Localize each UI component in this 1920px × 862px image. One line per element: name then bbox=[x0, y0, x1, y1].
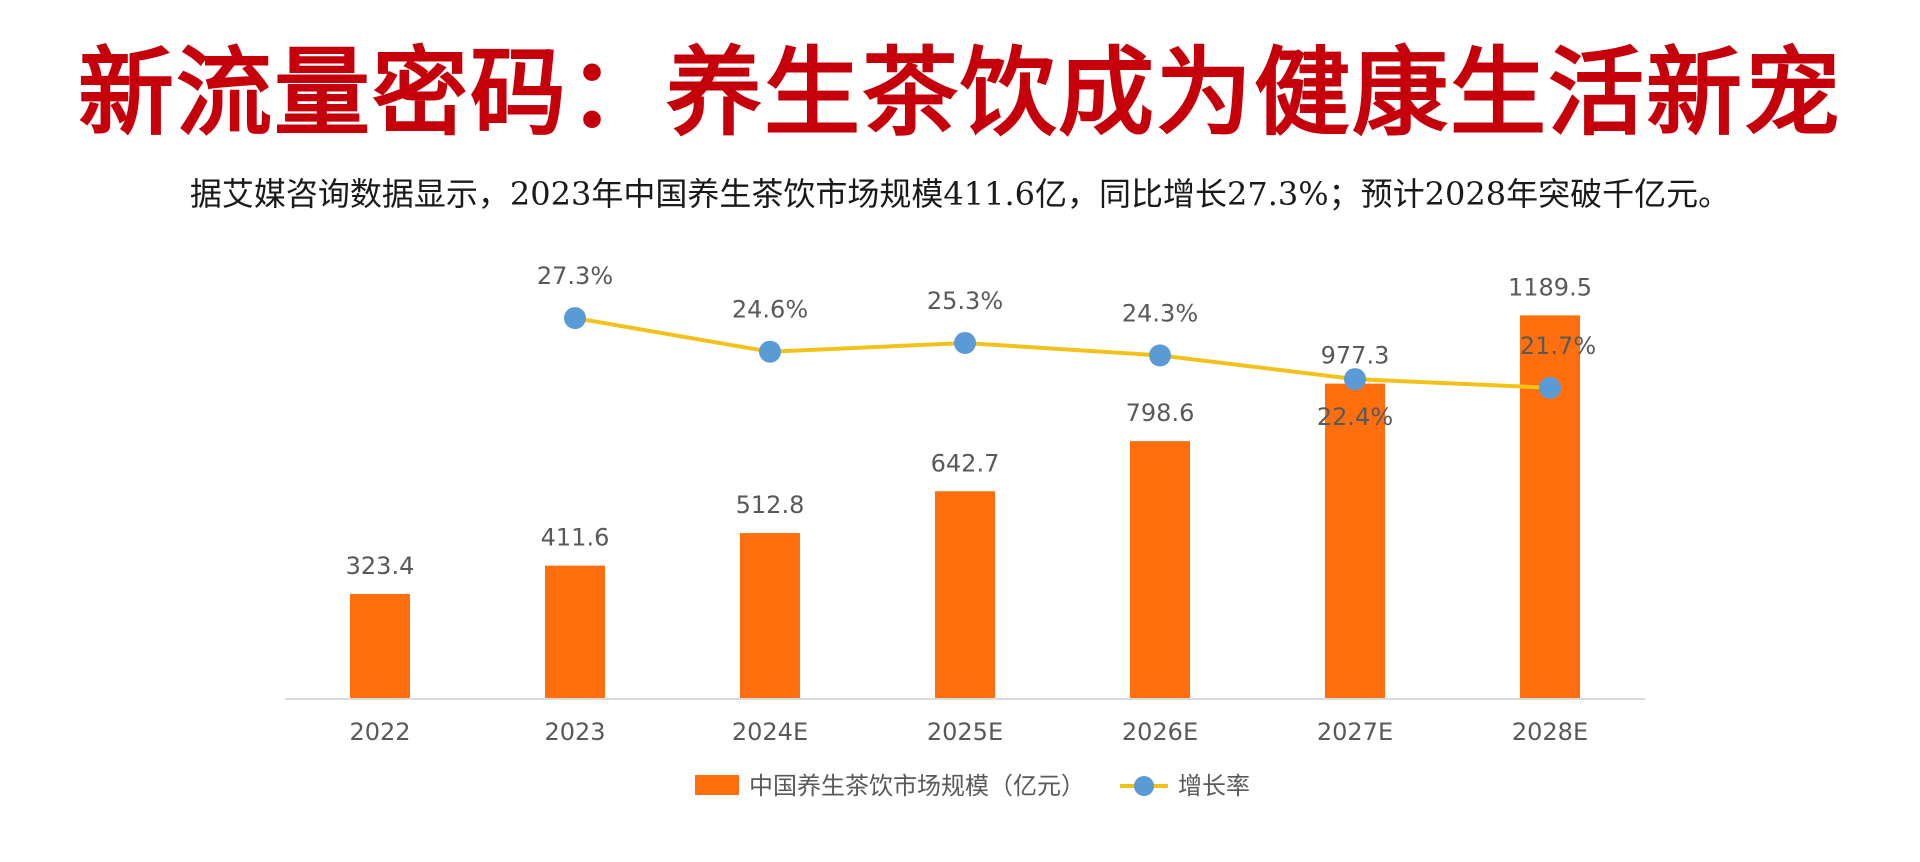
growth-rate-line bbox=[574, 316, 1551, 390]
legend-swatch-bar bbox=[695, 775, 739, 795]
bar-value-label: 642.7 bbox=[931, 449, 1000, 477]
growth-rate-label: 24.3% bbox=[1122, 299, 1198, 327]
growth-rate-label: 27.3% bbox=[537, 262, 613, 290]
bar-value-label: 411.6 bbox=[541, 524, 610, 552]
bar-2023 bbox=[545, 565, 605, 698]
bar-2027E bbox=[1325, 383, 1385, 698]
bar-labels-layer: 323.4 411.6 512.8 642.7 798.6 977.3 1189.5 bbox=[346, 273, 1592, 580]
bar-value-label: 798.6 bbox=[1126, 399, 1195, 427]
growth-rate-point bbox=[954, 331, 976, 354]
x-tick-label: 2026E bbox=[1122, 718, 1198, 746]
legend: 中国养生茶饮市场规模（亿元） 增长率 bbox=[695, 772, 1250, 800]
page-subtitle: 据艾媒咨询数据显示，2023年中国养生茶饮市场规模411.6亿，同比增长27.3… bbox=[189, 175, 1731, 213]
bar-2028E bbox=[1520, 315, 1580, 698]
x-tick-label: 2028E bbox=[1512, 718, 1588, 746]
bar-value-label: 977.3 bbox=[1321, 342, 1390, 370]
growth-line-layer: 27.3% 24.6% 25.3% 24.3% 22.4% 21.7% bbox=[537, 262, 1596, 431]
growth-rate-label: 21.7% bbox=[1520, 332, 1596, 360]
growth-rate-label: 22.4% bbox=[1317, 403, 1393, 431]
bar-value-label: 1189.5 bbox=[1508, 273, 1592, 301]
x-tick-label: 2022 bbox=[349, 718, 410, 746]
growth-rate-label: 25.3% bbox=[927, 287, 1003, 315]
bars-layer bbox=[350, 315, 1580, 698]
bar-2025E bbox=[935, 491, 995, 698]
x-tick-label: 2023 bbox=[544, 718, 605, 746]
legend-swatch-marker bbox=[1134, 776, 1154, 796]
x-tick-labels: 2022 2023 2024E 2025E 2026E 2027E 2028E bbox=[349, 718, 1588, 746]
x-tick-label: 2025E bbox=[927, 718, 1003, 746]
bar-2026E bbox=[1130, 441, 1190, 698]
bar-2024E bbox=[740, 533, 800, 698]
bar-2022 bbox=[350, 593, 410, 698]
growth-rate-point bbox=[1539, 376, 1561, 399]
growth-rate-point bbox=[1149, 344, 1171, 367]
x-tick-label: 2027E bbox=[1317, 718, 1393, 746]
growth-rate-point bbox=[759, 340, 781, 363]
growth-rate-point bbox=[564, 307, 586, 330]
growth-rate-label: 24.6% bbox=[732, 296, 808, 324]
legend-label-growth-rate: 增长率 bbox=[1178, 772, 1250, 800]
growth-rate-point bbox=[1344, 368, 1366, 391]
bar-value-label: 512.8 bbox=[736, 491, 805, 519]
page-title: 新流量密码：养生茶饮成为健康生活新宠 bbox=[78, 36, 1842, 149]
bar-value-label: 323.4 bbox=[346, 552, 415, 580]
legend-label-market-size: 中国养生茶饮市场规模（亿元） bbox=[749, 772, 1085, 800]
x-tick-label: 2024E bbox=[732, 718, 808, 746]
